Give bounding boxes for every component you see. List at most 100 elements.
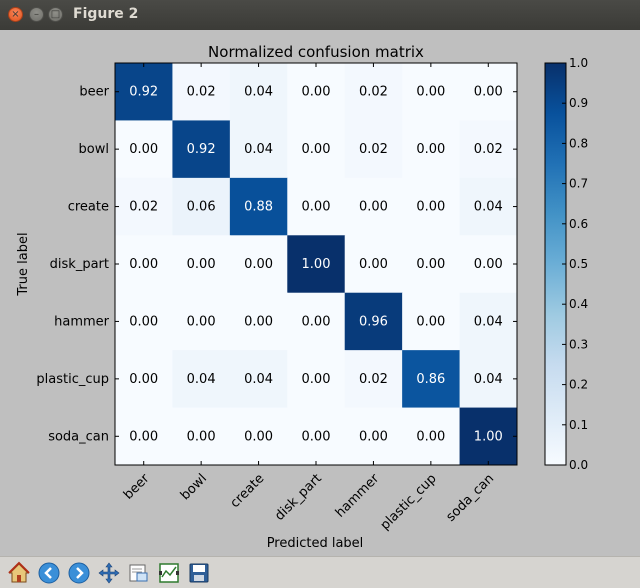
colorbar-tick-label: 0.6 xyxy=(569,217,588,231)
cell-value-label: 0.00 xyxy=(416,314,445,329)
cell-value-label: 0.00 xyxy=(474,85,503,100)
heatmap-cell xyxy=(172,407,231,466)
heatmap-cell xyxy=(344,292,403,351)
cell-value-label: 0.02 xyxy=(359,372,388,387)
heatmap-cell xyxy=(459,120,518,179)
cell-value-label: 0.02 xyxy=(359,142,388,157)
heatmap-cell xyxy=(459,235,518,294)
cell-value-label: 0.00 xyxy=(244,429,273,444)
heatmap-cell xyxy=(287,120,346,179)
cell-value-label: 0.00 xyxy=(244,257,273,272)
cell-value-label: 0.86 xyxy=(416,372,445,387)
navigation-toolbar xyxy=(0,556,640,588)
heatmap-cell xyxy=(229,407,288,466)
forward-button[interactable] xyxy=(64,559,93,587)
cell-value-label: 1.00 xyxy=(302,257,331,272)
heatmap-cell xyxy=(459,350,518,409)
heatmap-cell xyxy=(229,177,288,236)
cell-value-label: 0.00 xyxy=(244,314,273,329)
confusion-matrix-figure: Normalized confusion matrix 0.92 0.02 0.04… xyxy=(16,43,588,551)
x-tick-label: soda_can xyxy=(444,471,498,525)
zoom-icon xyxy=(129,564,147,581)
cell-value-label: 0.00 xyxy=(416,85,445,100)
cell-value-label: 0.00 xyxy=(302,429,331,444)
cell-value-label: 0.00 xyxy=(129,142,158,157)
heatmap-cell xyxy=(115,407,173,466)
heatmap-cell xyxy=(172,177,231,236)
cell-value-label: 0.00 xyxy=(359,257,388,272)
colorbar-tick-label: 0.4 xyxy=(569,297,588,311)
cell-value-label: 0.00 xyxy=(187,429,216,444)
heatmap-cell xyxy=(344,235,403,294)
figure-canvas[interactable]: Normalized confusion matrix 0.92 0.02 0.04… xyxy=(0,30,640,556)
heatmap-cell xyxy=(459,292,518,351)
heatmap-cell xyxy=(287,350,346,409)
zoom-button[interactable] xyxy=(124,559,153,587)
colorbar-tick-label: 0.2 xyxy=(569,378,588,392)
x-tick-label: disk_part xyxy=(272,471,325,524)
heatmap-cell xyxy=(115,350,173,409)
heatmap-cell xyxy=(172,63,231,121)
cell-value-label: 0.00 xyxy=(129,429,158,444)
forward-arrow-icon xyxy=(68,562,89,583)
x-tick-label: hammer xyxy=(333,471,383,521)
window-maximize-button[interactable]: □ xyxy=(48,7,63,22)
heatmap-cell xyxy=(402,407,461,466)
chart-title: Normalized confusion matrix xyxy=(208,43,424,61)
window-minimize-button[interactable]: – xyxy=(29,7,44,22)
heatmap-cell xyxy=(402,120,461,179)
cell-value-label: 0.02 xyxy=(474,142,503,157)
cell-value-label: 0.00 xyxy=(474,257,503,272)
subplots-button[interactable] xyxy=(154,559,183,587)
window-close-button[interactable]: × xyxy=(8,7,23,22)
cell-value-label: 0.92 xyxy=(129,85,158,100)
heatmap-cell xyxy=(344,350,403,409)
colorbar-tick-label: 0.1 xyxy=(569,418,588,432)
heatmap-cell xyxy=(115,63,173,121)
back-button[interactable] xyxy=(34,559,63,587)
cell-value-label: 0.92 xyxy=(187,142,216,157)
heatmap-cell xyxy=(172,235,231,294)
cell-value-label: 0.00 xyxy=(129,314,158,329)
cell-value-label: 0.00 xyxy=(359,429,388,444)
colorbar-tick-label: 0.7 xyxy=(569,177,588,191)
cell-value-label: 0.00 xyxy=(187,314,216,329)
cell-value-label: 0.88 xyxy=(244,200,273,215)
home-button[interactable] xyxy=(4,559,33,587)
heatmap-cell xyxy=(402,292,461,351)
cell-value-label: 0.04 xyxy=(187,372,216,387)
heatmap-cell xyxy=(402,177,461,236)
heatmap-cell xyxy=(172,120,231,179)
heatmap-cell xyxy=(402,63,461,121)
cell-value-label: 0.02 xyxy=(187,85,216,100)
cell-value-label: 0.96 xyxy=(359,314,388,329)
heatmap-cell xyxy=(287,292,346,351)
heatmap-cell xyxy=(402,235,461,294)
cell-value-label: 0.00 xyxy=(302,314,331,329)
heatmap-cell xyxy=(229,292,288,351)
heatmap-cell xyxy=(115,120,173,179)
save-button[interactable] xyxy=(184,559,213,587)
y-tick-label: create xyxy=(68,200,109,215)
cell-value-label: 0.00 xyxy=(129,372,158,387)
heatmap-cell xyxy=(287,63,346,121)
subplots-icon xyxy=(158,562,179,583)
colorbar-tick-label: 0.3 xyxy=(569,337,588,351)
cell-value-label: 0.00 xyxy=(302,372,331,387)
heatmap-cell xyxy=(115,177,173,236)
cell-value-label: 0.00 xyxy=(416,429,445,444)
x-tick-label: plastic_cup xyxy=(378,471,440,533)
pan-button[interactable] xyxy=(94,559,123,587)
y-tick-label: hammer xyxy=(54,314,110,329)
heatmap-cell xyxy=(402,350,461,409)
cell-value-label: 0.04 xyxy=(474,314,503,329)
heatmap-cell xyxy=(229,235,288,294)
cell-value-label: 0.00 xyxy=(302,200,331,215)
cell-value-label: 1.00 xyxy=(474,429,503,444)
home-icon xyxy=(7,561,30,582)
heatmap-cell xyxy=(459,63,518,121)
x-tick-label: beer xyxy=(121,471,153,503)
cell-value-label: 0.00 xyxy=(129,257,158,272)
heatmap-cell xyxy=(115,235,173,294)
cell-value-label: 0.00 xyxy=(416,142,445,157)
